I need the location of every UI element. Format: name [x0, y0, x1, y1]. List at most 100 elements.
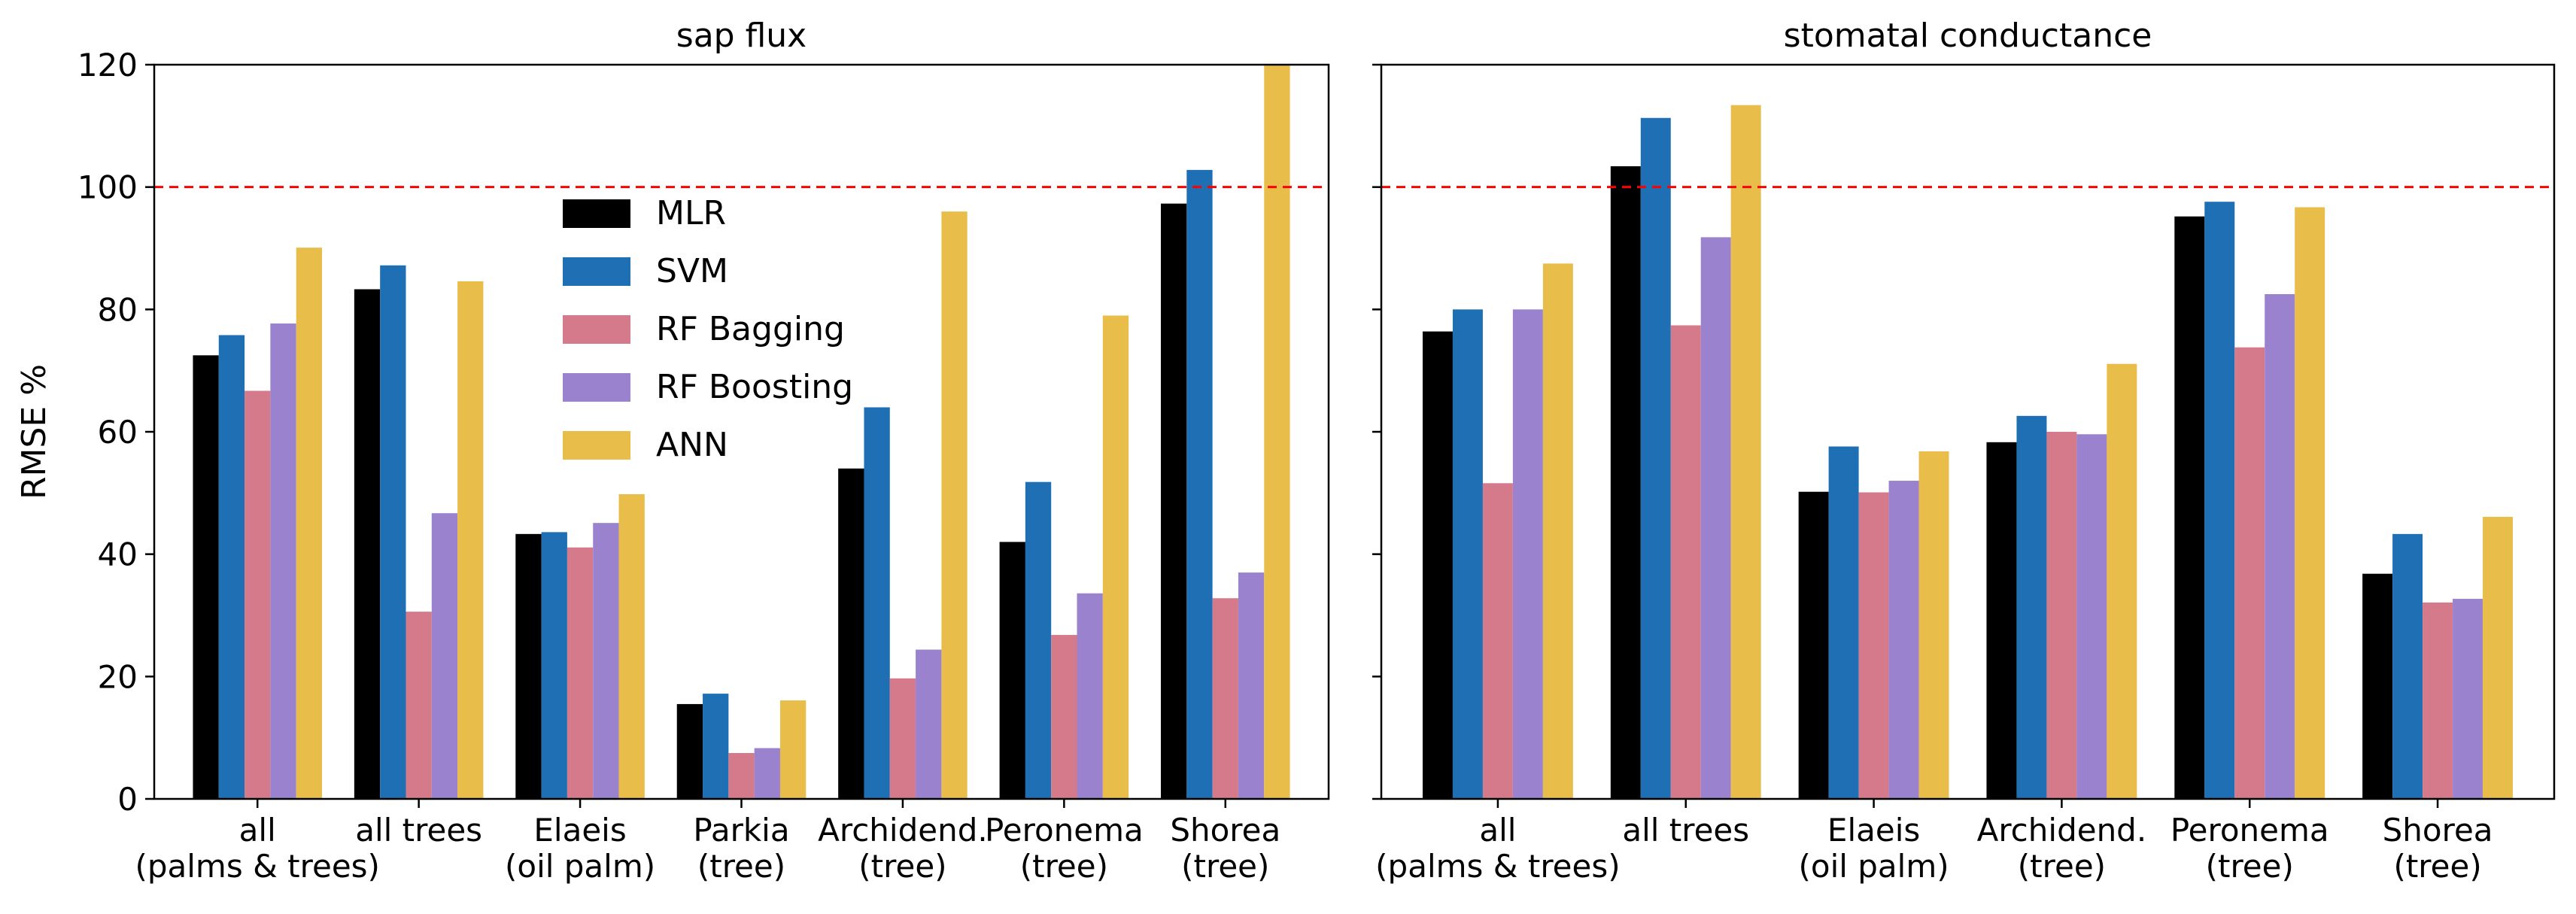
- bar-rf-boosting-all: [1512, 309, 1543, 800]
- bar-ann-elaeis: [1918, 451, 1949, 799]
- bar-rf-boosting-archidend: [2076, 434, 2107, 799]
- bar-svm-archidend: [2016, 415, 2047, 799]
- legend-label-ann: ANN: [656, 426, 728, 464]
- bar-ann-peronema: [1102, 315, 1129, 800]
- bar-ann-peronema: [2295, 207, 2325, 799]
- bar-rf-bagging-all-trees: [406, 612, 432, 799]
- bar-rf-bagging-all: [245, 390, 271, 799]
- bar-ann-archidend: [2107, 363, 2137, 800]
- bar-ann-parkia: [779, 700, 807, 799]
- legend-label-rf-boosting: RF Boosting: [656, 368, 853, 406]
- x-tick-label-all-trees: all trees: [1622, 812, 1749, 849]
- bar-svm-all-trees: [380, 265, 406, 799]
- bar-svm-all: [218, 335, 245, 799]
- bar-ann-all-trees: [457, 281, 484, 799]
- bar-mlr-archidend: [838, 468, 864, 799]
- bar-rf-boosting-peronema: [2265, 294, 2295, 799]
- bar-ann-all: [296, 247, 322, 799]
- bar-mlr-all: [193, 355, 219, 800]
- legend-label-mlr: MLR: [656, 194, 726, 232]
- bar-mlr-peronema: [999, 542, 1025, 799]
- legend-swatch-rf-boosting: [563, 373, 630, 402]
- bar-svm-all: [1452, 309, 1483, 800]
- bar-rf-bagging-peronema: [1051, 635, 1077, 799]
- x-tick-label-shorea: (tree): [1181, 848, 1269, 885]
- x-tick-label-archidend: Archidend.: [818, 812, 988, 849]
- x-tick-label-parkia: Parkia: [693, 812, 789, 849]
- bar-rf-bagging-all-trees: [1670, 325, 1701, 800]
- bar-ann-all-trees: [1730, 105, 1761, 799]
- x-tick-label-elaeis: Elaeis: [1827, 812, 1920, 849]
- bar-mlr-peronema: [2174, 216, 2205, 800]
- bar-rf-boosting-peronema: [1077, 593, 1103, 799]
- x-tick-label-all: all: [1479, 812, 1516, 849]
- x-tick-label-all: all: [239, 812, 276, 849]
- bar-mlr-all-trees: [354, 289, 381, 799]
- bar-rf-boosting-all: [270, 323, 296, 799]
- bar-rf-bagging-shorea: [1212, 598, 1238, 799]
- bar-svm-shorea: [2392, 533, 2423, 799]
- x-tick-label-all: (palms & trees): [1375, 848, 1620, 885]
- x-tick-label-peronema: (tree): [1020, 848, 1108, 885]
- x-tick-label-archidend: Archidend.: [1977, 812, 2147, 849]
- bar-mlr-all-trees: [1610, 166, 1641, 799]
- legend-label-svm: SVM: [656, 252, 728, 290]
- y-tick-label: 0: [117, 781, 138, 818]
- bar-rf-bagging-peronema: [2234, 347, 2265, 799]
- x-tick-label-peronema: Peronema: [2170, 812, 2329, 849]
- x-tick-label-archidend: (tree): [2018, 848, 2106, 885]
- y-tick-label: 120: [77, 47, 138, 84]
- legend-label-rf-bagging: RF Bagging: [656, 310, 845, 348]
- bar-mlr-parkia: [676, 703, 703, 799]
- x-tick-label-archidend: (tree): [858, 848, 946, 885]
- x-tick-label-elaeis: (oil palm): [505, 848, 655, 885]
- bar-svm-peronema: [1025, 481, 1052, 799]
- bar-rf-bagging-elaeis: [567, 547, 594, 799]
- bar-ann-shorea: [1264, 65, 1290, 799]
- bar-rf-boosting-all-trees: [431, 513, 458, 799]
- bar-rf-bagging-all: [1482, 483, 1513, 799]
- bar-rf-boosting-elaeis: [593, 523, 619, 799]
- panel-sap-flux: sap flux 0 20 40 60 80 100 120 all(palms & trees…: [77, 17, 1330, 885]
- panel-title: stomatal conductance: [1784, 17, 2152, 55]
- bar-rf-boosting-shorea: [1238, 572, 1265, 799]
- x-tick-label-peronema: (tree): [2206, 848, 2294, 885]
- bar-svm-archidend: [864, 407, 890, 799]
- bar-svm-peronema: [2204, 202, 2235, 799]
- bar-rf-boosting-all-trees: [1700, 237, 1731, 799]
- bar-rf-bagging-elaeis: [1858, 492, 1889, 799]
- x-tick-label-shorea: (tree): [2393, 848, 2481, 885]
- bar-mlr-elaeis: [515, 533, 542, 799]
- bar-mlr-elaeis: [1798, 491, 1829, 799]
- bar-rf-bagging-parkia: [728, 753, 755, 799]
- bar-rf-boosting-shorea: [2453, 599, 2483, 799]
- bar-svm-all-trees: [1640, 117, 1671, 799]
- x-tick-label-all: (palms & trees): [135, 848, 379, 885]
- bar-ann-all: [1542, 263, 1573, 800]
- y-tick-label: 60: [98, 414, 138, 451]
- y-tick-label: 80: [98, 291, 138, 328]
- panel-stomatal-conductance: stomatal conductance all(palms & trees)al…: [1372, 17, 2556, 885]
- axes-frame: [153, 63, 1330, 800]
- bar-mlr-shorea: [1161, 203, 1187, 799]
- bar-rf-bagging-archidend: [889, 678, 916, 799]
- bar-svm-elaeis: [1828, 446, 1859, 799]
- y-axis-label: RMSE %: [15, 364, 53, 500]
- bar-ann-elaeis: [618, 493, 645, 799]
- bar-ann-shorea: [2483, 517, 2514, 799]
- x-tick-label-parkia: (tree): [697, 848, 785, 885]
- legend: MLR SVM RF Bagging RF Boosting ANN: [563, 194, 853, 464]
- y-tick-label: 100: [77, 169, 138, 206]
- y-tick-label: 40: [98, 536, 138, 573]
- x-tick-label-shorea: Shorea: [2383, 812, 2493, 849]
- x-tick-label-elaeis: (oil palm): [1799, 848, 1949, 885]
- bar-rf-boosting-archidend: [916, 649, 942, 799]
- x-tick-label-all-trees: all trees: [355, 812, 482, 849]
- legend-swatch-mlr: [563, 199, 630, 228]
- legend-swatch-ann: [563, 431, 630, 460]
- x-tick-label-shorea: Shorea: [1170, 812, 1280, 849]
- panel-title: sap flux: [676, 17, 807, 55]
- bar-mlr-shorea: [2362, 573, 2393, 799]
- y-tick-label: 20: [98, 658, 138, 695]
